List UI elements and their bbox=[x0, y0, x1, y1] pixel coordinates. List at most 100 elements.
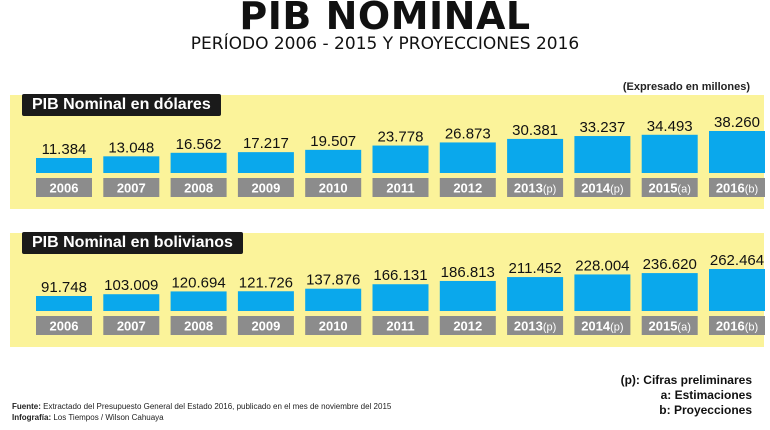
year-tick-label: 2010 bbox=[319, 319, 348, 334]
year-box bbox=[574, 178, 631, 197]
year-box bbox=[574, 316, 631, 335]
year-tick-label: 2014(p) bbox=[581, 181, 623, 196]
bar-2006 bbox=[36, 158, 92, 173]
bar-2014 bbox=[574, 274, 631, 311]
year-box bbox=[709, 316, 765, 335]
units-note: (Expresado en millones) bbox=[622, 81, 750, 93]
year-box bbox=[641, 178, 698, 197]
year-box bbox=[103, 178, 160, 197]
year-box bbox=[237, 178, 294, 197]
year-box bbox=[439, 316, 496, 335]
note-row: b: Proyecciones bbox=[621, 403, 752, 418]
bar-2013 bbox=[507, 277, 564, 311]
value-label: 103.009 bbox=[104, 277, 158, 294]
year-box bbox=[507, 316, 564, 335]
value-label: 236.620 bbox=[643, 256, 697, 273]
bar-2010 bbox=[305, 149, 362, 173]
year-tick-label: 2008 bbox=[184, 319, 213, 334]
value-label: 11.384 bbox=[42, 141, 87, 158]
page-title: PIB NOMINAL bbox=[239, 0, 531, 38]
year-box bbox=[36, 316, 92, 335]
year-tick-label: 2006 bbox=[50, 181, 79, 196]
year-tick-label: 2006 bbox=[50, 319, 79, 334]
value-label: 121.726 bbox=[239, 274, 293, 291]
year-tick-label: 2009 bbox=[251, 181, 280, 196]
year-tick-label: 2012 bbox=[453, 181, 482, 196]
value-label: 91.748 bbox=[41, 279, 87, 296]
value-label: 16.562 bbox=[176, 136, 222, 153]
value-label: 17.217 bbox=[243, 135, 289, 152]
value-label: 262.464 bbox=[710, 252, 764, 269]
value-label: 33.237 bbox=[579, 119, 625, 136]
bar-2016 bbox=[709, 269, 765, 311]
source-line: Fuente: Extractado del Presupuesto Gener… bbox=[12, 401, 391, 412]
source-credits: Fuente: Extractado del Presupuesto Gener… bbox=[12, 401, 391, 423]
value-label: 186.813 bbox=[441, 264, 495, 281]
value-label: 26.873 bbox=[445, 125, 491, 142]
year-box bbox=[439, 178, 496, 197]
bar-2015 bbox=[641, 134, 698, 173]
year-tick-label: 2013(p) bbox=[514, 319, 556, 334]
chart-title-dolares: PIB Nominal en dólares bbox=[22, 94, 221, 116]
year-box bbox=[170, 178, 227, 197]
year-box bbox=[709, 178, 765, 197]
year-box bbox=[103, 316, 160, 335]
year-tick-label: 2007 bbox=[117, 181, 146, 196]
bar-2007 bbox=[103, 294, 160, 311]
year-tick-label: 2010 bbox=[319, 181, 348, 196]
bar-2012 bbox=[439, 142, 496, 173]
note-key: b: bbox=[659, 403, 671, 417]
bar-chart-bolivianos: 91.748 2006 103.009 2007 120.694 2008 121.726 2… bbox=[36, 252, 765, 335]
note-text: Estimaciones bbox=[674, 388, 752, 402]
credit-text: Los Tiempos / Wilson Cahuaya bbox=[53, 413, 164, 422]
chart-title-bolivianos: PIB Nominal en bolivianos bbox=[22, 232, 243, 254]
value-label: 38.260 bbox=[714, 114, 760, 131]
note-row: (p): Cifras preliminares bbox=[621, 373, 752, 388]
note-row: a: Estimaciones bbox=[621, 388, 752, 403]
bar-2012 bbox=[439, 280, 496, 311]
note-text: Cifras preliminares bbox=[643, 373, 752, 387]
year-tick-label: 2011 bbox=[386, 319, 414, 334]
year-tick-label: 2015(a) bbox=[649, 181, 691, 196]
bar-2006 bbox=[36, 296, 92, 311]
year-box bbox=[36, 178, 92, 197]
credit-line: Infografía: Los Tiempos / Wilson Cahuaya bbox=[12, 412, 391, 423]
value-label: 137.876 bbox=[306, 272, 360, 289]
source-text: Extractado del Presupuesto General del E… bbox=[43, 402, 392, 411]
bar-2011 bbox=[372, 145, 429, 173]
bar-chart-dolares: 11.384 2006 13.048 2007 16.562 2008 17.217 2009… bbox=[36, 114, 765, 197]
value-label: 228.004 bbox=[575, 257, 629, 274]
value-label: 211.452 bbox=[509, 260, 562, 277]
year-box bbox=[305, 178, 362, 197]
year-tick-label: 2016(b) bbox=[716, 319, 758, 334]
bar-2008 bbox=[170, 291, 227, 311]
year-box bbox=[372, 316, 429, 335]
bar-2010 bbox=[305, 288, 362, 311]
bar-2007 bbox=[103, 156, 160, 173]
year-box bbox=[372, 178, 429, 197]
year-box bbox=[507, 178, 564, 197]
bar-2008 bbox=[170, 152, 227, 173]
note-key: (p): bbox=[620, 373, 640, 387]
year-tick-label: 2007 bbox=[117, 319, 146, 334]
year-box bbox=[305, 316, 362, 335]
value-label: 30.381 bbox=[512, 122, 558, 139]
bar-2013 bbox=[507, 138, 564, 173]
value-label: 166.131 bbox=[373, 267, 427, 284]
bar-2014 bbox=[574, 136, 631, 173]
bar-2009 bbox=[237, 291, 294, 311]
year-tick-label: 2014(p) bbox=[581, 319, 623, 334]
value-label: 23.778 bbox=[378, 129, 424, 146]
value-label: 34.493 bbox=[647, 118, 693, 135]
page-subtitle: PERÍODO 2006 - 2015 Y PROYECCIONES 2016 bbox=[190, 34, 580, 54]
year-box bbox=[641, 316, 698, 335]
source-label: Fuente: bbox=[12, 402, 41, 411]
value-label: 120.694 bbox=[171, 274, 225, 291]
bar-2016 bbox=[709, 131, 765, 173]
credit-label: Infografía: bbox=[12, 413, 52, 422]
year-tick-label: 2011 bbox=[386, 181, 414, 196]
year-tick-label: 2012 bbox=[453, 319, 482, 334]
year-tick-label: 2008 bbox=[184, 181, 213, 196]
year-box bbox=[237, 316, 294, 335]
year-box bbox=[170, 316, 227, 335]
